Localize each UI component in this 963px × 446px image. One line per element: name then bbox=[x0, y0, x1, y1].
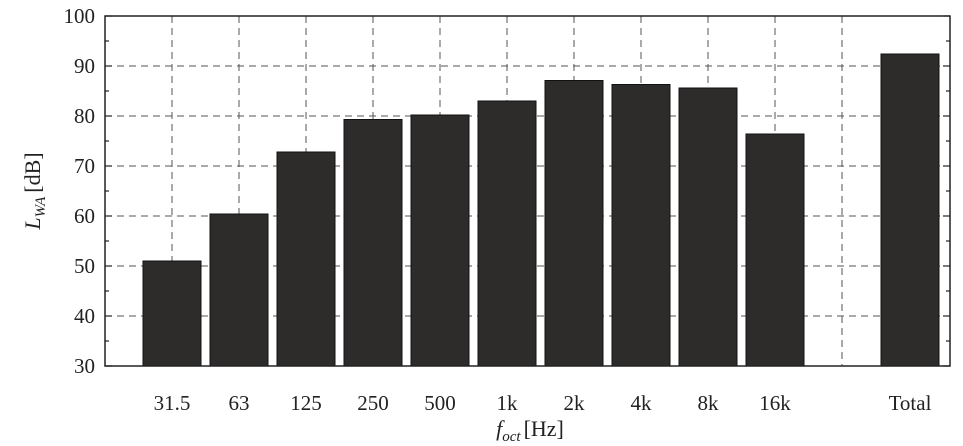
bars bbox=[142, 53, 940, 367]
y-tick-label: 60 bbox=[74, 204, 95, 228]
bar bbox=[544, 80, 604, 367]
y-tick-label: 50 bbox=[74, 254, 95, 278]
y-tick-label: 100 bbox=[64, 4, 96, 28]
axis-ticks bbox=[105, 15, 950, 367]
x-tick-label: 500 bbox=[424, 391, 456, 415]
x-tick-label: Total bbox=[889, 391, 932, 415]
y-tick-label: 30 bbox=[74, 354, 95, 378]
x-axis-title-unit: [Hz] bbox=[524, 416, 564, 441]
x-axis-title-main: f bbox=[496, 416, 505, 441]
bar bbox=[343, 119, 403, 367]
bar bbox=[477, 100, 537, 367]
x-axis-title-subscript: oct bbox=[502, 429, 521, 445]
x-tick-label: 4k bbox=[631, 391, 653, 415]
y-tick-label: 40 bbox=[74, 304, 95, 328]
x-axis-title: foct [Hz] bbox=[496, 416, 564, 445]
x-tick-label: 63 bbox=[229, 391, 250, 415]
bar bbox=[611, 84, 671, 367]
bar bbox=[209, 213, 269, 367]
bar bbox=[142, 260, 202, 367]
x-tick-label: 31.5 bbox=[154, 391, 191, 415]
bar bbox=[745, 133, 805, 367]
bar bbox=[880, 53, 940, 367]
bar bbox=[678, 87, 738, 367]
y-tick-labels: 30 40 50 60 70 80 90 100 bbox=[64, 4, 96, 378]
x-tick-label: 8k bbox=[698, 391, 720, 415]
x-tick-label: 1k bbox=[497, 391, 519, 415]
x-tick-labels: 31.5 63 125 250 500 1k 2k 4k 8k 16k Total bbox=[154, 391, 932, 415]
y-axis-title: LWA [dB] bbox=[20, 152, 49, 230]
x-tick-label: 16k bbox=[759, 391, 791, 415]
y-tick-label: 70 bbox=[74, 154, 95, 178]
x-tick-label: 125 bbox=[290, 391, 322, 415]
bar bbox=[410, 114, 470, 367]
y-axis-title-unit: [dB] bbox=[20, 152, 45, 192]
x-tick-label: 2k bbox=[564, 391, 586, 415]
x-tick-label: 250 bbox=[357, 391, 389, 415]
y-tick-label: 80 bbox=[74, 104, 95, 128]
y-tick-label: 90 bbox=[74, 54, 95, 78]
y-axis-title-main: L bbox=[20, 217, 45, 230]
bar bbox=[276, 151, 336, 367]
y-axis-title-subscript: WA bbox=[33, 196, 49, 217]
